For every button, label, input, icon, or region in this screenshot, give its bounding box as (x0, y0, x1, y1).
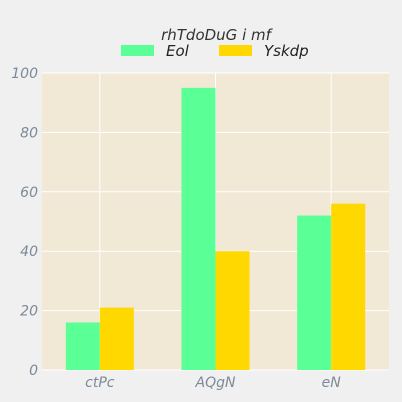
y-tick-label-2: 40 (20, 244, 38, 260)
bar-Yskdp-AQgN (215, 251, 250, 370)
plot-area: 0 20 40 60 80 100 ctPc AQgN eN (11, 66, 389, 391)
y-tick-label-3: 60 (20, 185, 38, 201)
legend-label-Eol: Eol (166, 42, 190, 60)
y-tick-label-0: 0 (29, 363, 38, 379)
legend-swatch-Yskdp (219, 45, 252, 56)
y-tick-label-5: 100 (11, 66, 38, 82)
y-tick-label-1: 20 (20, 304, 38, 320)
bar-Eol-AQgN (181, 87, 216, 370)
bar-Yskdp-eN (331, 203, 366, 370)
y-tick-label-4: 80 (20, 125, 38, 141)
legend-swatch-Eol (121, 45, 154, 56)
legend-label-Yskdp: Yskdp (264, 42, 309, 60)
legend: Eol Yskdp (121, 42, 309, 60)
bar-Eol-eN (297, 215, 332, 370)
x-tick-label-2: eN (322, 375, 342, 391)
bar-Eol-ctPc (65, 322, 100, 370)
x-tick-label-1: AQgN (195, 375, 236, 391)
bar-Yskdp-ctPc (99, 307, 134, 370)
chart-title: rhTdoDuG i mf (161, 26, 274, 44)
x-tick-label-0: ctPc (85, 375, 115, 391)
